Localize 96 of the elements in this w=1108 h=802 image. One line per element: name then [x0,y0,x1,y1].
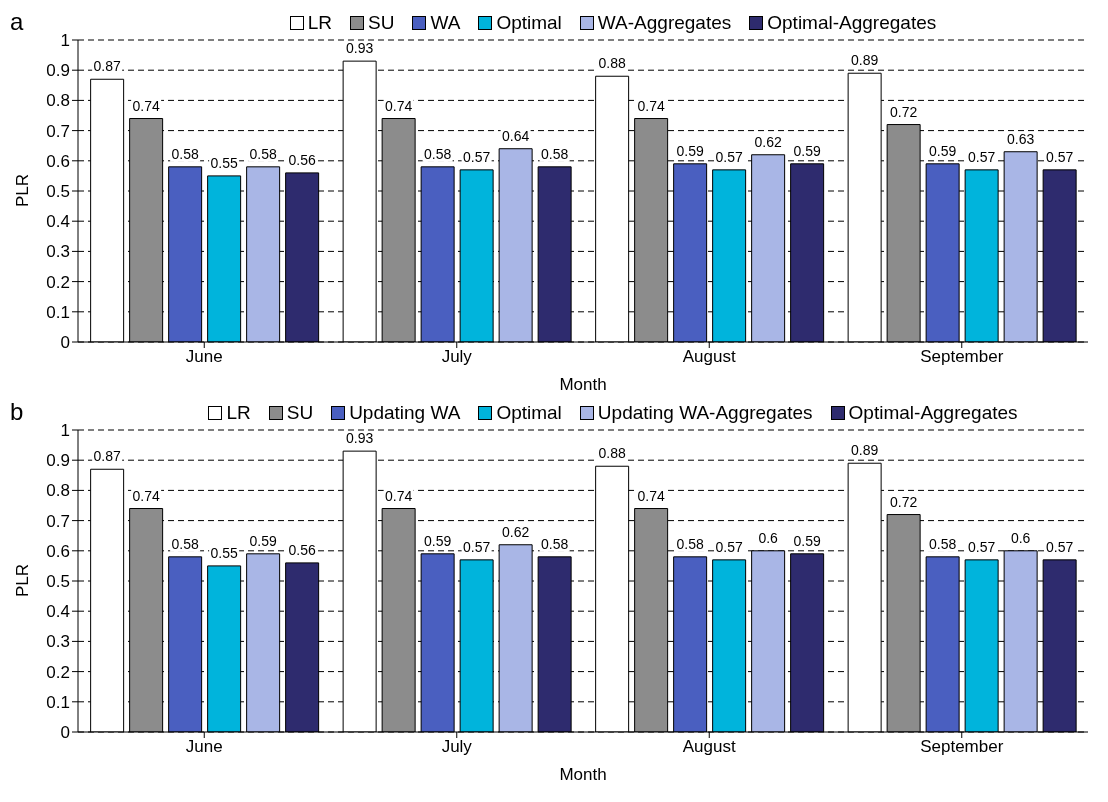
y-tick-label: 0.6 [46,541,70,561]
data-label: 0.72 [890,493,918,510]
data-label: 0.74 [637,487,665,504]
data-label: 0.74 [637,97,665,114]
x-axis-title: Month [559,765,607,785]
data-label: 0.93 [346,430,374,447]
data-label: 0.74 [132,487,160,504]
x-tick-label: July [441,347,473,367]
y-tick-label: 0.8 [46,481,70,501]
data-label: 0.55 [210,544,238,561]
legend-label: LR [226,402,251,424]
data-label: 0.62 [754,133,782,150]
data-label: 0.59 [793,532,821,549]
data-label: 0.58 [541,145,569,162]
legend-label: Optimal-Aggregates [767,12,937,34]
data-label: 0.88 [598,445,626,462]
y-tick-label: 1 [60,31,70,51]
y-tick-label: 0.2 [46,272,70,292]
y-tick-label: 0.1 [46,302,70,322]
data-label: 0.58 [171,145,199,162]
data-label: 0.59 [676,142,704,159]
data-label: 0.58 [424,145,452,162]
x-axis-title: Month [559,375,607,395]
y-axis-title: PLR [13,563,33,597]
y-tick-label: 0.4 [46,212,70,232]
x-tick-label: July [441,737,473,757]
data-label: 0.59 [929,142,957,159]
data-label: 0.56 [288,151,316,168]
legend-label: Optimal [496,402,562,424]
chart-title: b [10,398,24,426]
y-tick-label: 0 [60,723,70,743]
x-tick-label: September [920,737,1004,757]
data-label: 0.57 [968,148,996,165]
y-tick-label: 0.9 [46,451,70,471]
x-tick-label: June [185,737,223,757]
data-label: 0.89 [851,442,879,459]
legend-label: Optimal [496,12,562,34]
y-tick-label: 0.5 [46,572,70,592]
legend-label: SU [286,402,314,424]
y-tick-label: 0.2 [46,662,70,682]
data-label: 0.58 [541,535,569,552]
y-tick-label: 0.6 [46,151,70,171]
data-label: 0.87 [93,58,121,75]
data-label: 0.57 [968,538,996,555]
data-label: 0.57 [463,148,491,165]
legend-label: Updating WA-Aggregates [597,402,813,424]
data-label: 0.58 [249,145,277,162]
legend-label: SU [368,12,395,34]
y-tick-label: 0.3 [46,632,70,652]
y-tick-label: 1 [60,421,70,441]
data-label: 0.74 [385,487,413,504]
data-label: 0.56 [288,541,316,558]
data-label: 0.89 [851,52,879,69]
data-label: 0.74 [132,97,160,114]
y-axis-title: PLR [13,173,33,207]
data-label: 0.59 [249,532,277,549]
x-tick-label: June [185,347,223,367]
y-tick-label: 0 [60,333,70,353]
data-label: 0.59 [793,142,821,159]
data-label: 0.64 [502,127,530,144]
data-label: 0.87 [93,448,121,465]
data-label: 0.62 [502,523,530,540]
x-tick-label: August [682,347,736,367]
data-label: 0.57 [715,148,743,165]
y-tick-label: 0.9 [46,61,70,81]
data-label: 0.57 [1046,148,1074,165]
x-tick-label: August [682,737,736,757]
y-tick-label: 0.1 [46,692,70,712]
data-label: 0.58 [929,535,957,552]
legend-label: Updating WA [349,402,461,424]
chart-title: a [10,8,24,36]
data-label: 0.6 [1010,529,1031,546]
data-label: 0.6 [758,529,779,546]
y-tick-label: 0.3 [46,242,70,262]
data-label: 0.57 [463,538,491,555]
data-label: 0.57 [715,538,743,555]
y-tick-label: 0.5 [46,182,70,202]
data-label: 0.57 [1046,538,1074,555]
data-label: 0.58 [676,535,704,552]
y-tick-label: 0.7 [46,511,70,531]
data-label: 0.88 [598,55,626,72]
y-tick-label: 0.8 [46,91,70,111]
y-tick-label: 0.7 [46,121,70,141]
legend-label: WA [430,12,461,34]
data-label: 0.93 [346,40,374,57]
data-label: 0.72 [890,103,918,120]
x-tick-label: September [920,347,1004,367]
legend-label: LR [307,12,333,34]
data-label: 0.55 [210,154,238,171]
y-tick-label: 0.4 [46,602,70,622]
legend-label: Optimal-Aggregates [848,402,1018,424]
data-label: 0.59 [424,532,452,549]
legend-label: WA-Aggregates [597,12,732,34]
data-label: 0.58 [171,535,199,552]
data-label: 0.63 [1007,130,1035,147]
data-label: 0.74 [385,97,413,114]
